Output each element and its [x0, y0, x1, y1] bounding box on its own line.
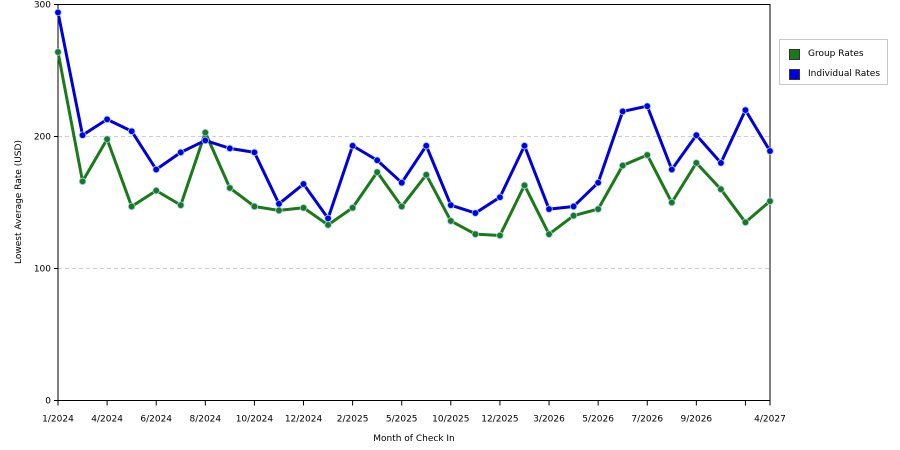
series-0-point-3 — [127, 202, 136, 211]
legend-label-individual-rates: Individual Rates — [808, 69, 881, 79]
series-0-point-27 — [717, 185, 725, 193]
y-axis: 0 100 200 300 — [34, 1, 58, 407]
series-0-point-0 — [54, 48, 62, 56]
x-tick-label-12: 2/2025 — [337, 415, 369, 425]
x-tick-label-6: 8/2024 — [189, 415, 221, 425]
series-1-point-15 — [422, 142, 430, 150]
series-0-point-7 — [226, 184, 234, 192]
series-0-point-17 — [471, 230, 480, 238]
x-tick-label-10: 12/2024 — [285, 415, 323, 425]
x-tick-label-18: 12/2025 — [481, 415, 518, 425]
series-0-point-15 — [422, 171, 430, 179]
series-1-point-7 — [226, 144, 234, 153]
series-1-point-21 — [569, 202, 578, 211]
series-1-point-22 — [594, 178, 602, 187]
series-1-point-24 — [643, 102, 651, 110]
legend-swatch-individual-rates — [789, 68, 800, 80]
series-1-point-16 — [447, 201, 455, 209]
series-1-point-10 — [299, 180, 308, 188]
y-tick-label-100: 100 — [34, 265, 51, 275]
series-0-point-6 — [201, 128, 210, 137]
series-line-0 — [56, 51, 771, 237]
series-1-point-19 — [520, 142, 529, 150]
legend: Group Rates Individual Rates — [779, 39, 888, 85]
series-line-1 — [56, 12, 772, 220]
series-1 — [54, 8, 774, 223]
x-tick-label-0: 1/2024 — [42, 415, 74, 425]
series-0-point-11 — [324, 221, 332, 229]
series-1-point-29 — [766, 147, 774, 155]
x-tick-label-22: 5/2026 — [582, 415, 614, 425]
legend-swatch-group-rates — [789, 48, 800, 60]
y-tick-label-200: 200 — [34, 133, 51, 143]
series-0 — [54, 48, 774, 240]
series-0-point-4 — [152, 186, 160, 195]
series-0-point-18 — [496, 231, 504, 240]
x-tick-label-20: 3/2026 — [533, 415, 565, 425]
series-1-point-4 — [152, 165, 160, 174]
series-1-point-1 — [78, 131, 87, 139]
legend-label-group-rates: Group Rates — [808, 49, 864, 59]
series-0-point-24 — [643, 151, 651, 159]
series-0-point-13 — [373, 168, 381, 176]
series-1-point-28 — [741, 106, 750, 114]
series-0-point-19 — [520, 181, 529, 190]
series-1-point-27 — [717, 159, 725, 167]
series-1-point-11 — [324, 214, 332, 223]
series-0-point-28 — [741, 218, 750, 226]
series-1-point-9 — [275, 200, 283, 208]
x-tick-label-29: 4/2027 — [754, 415, 786, 425]
series-0-point-9 — [275, 206, 283, 215]
series-0-point-20 — [545, 230, 553, 238]
legend-item-group-rates: Group Rates — [789, 47, 864, 61]
plot-frame — [57, 4, 771, 401]
x-tick-label-14: 5/2025 — [386, 415, 418, 425]
series-0-point-2 — [103, 135, 111, 143]
series-1-point-12 — [348, 142, 357, 150]
series-1-point-26 — [692, 131, 701, 139]
series-0-point-12 — [348, 204, 357, 212]
y-tick-label-0: 0 — [45, 397, 51, 407]
legend-item-individual-rates: Individual Rates — [789, 67, 880, 81]
x-tick-label-2: 4/2024 — [91, 415, 123, 425]
x-tick-label-4: 6/2024 — [140, 415, 172, 425]
x-tick-label-16: 10/2025 — [432, 415, 469, 425]
series-0-point-23 — [618, 161, 627, 170]
x-tick-label-8: 10/2024 — [236, 415, 274, 425]
series-1-point-5 — [177, 148, 185, 157]
series-0-point-29 — [766, 197, 774, 205]
series-1-point-14 — [398, 178, 406, 187]
series-1-point-18 — [496, 193, 504, 201]
series-0-point-25 — [668, 198, 676, 207]
series-0-point-1 — [78, 177, 87, 186]
x-axis-title: Month of Check In — [373, 434, 455, 444]
series-1-point-0 — [54, 8, 62, 17]
series-layer — [54, 8, 774, 240]
series-0-point-5 — [177, 201, 185, 209]
series-1-point-13 — [373, 156, 381, 164]
grid-lines — [58, 136, 770, 269]
series-0-point-10 — [299, 204, 308, 212]
series-1-point-17 — [471, 209, 480, 217]
series-0-point-14 — [398, 202, 406, 211]
series-0-point-16 — [447, 217, 455, 225]
series-0-point-21 — [569, 211, 578, 220]
x-tick-label-26: 9/2026 — [681, 415, 713, 425]
x-tick-label-24: 7/2026 — [631, 415, 663, 425]
series-1-point-2 — [103, 115, 111, 124]
series-1-point-23 — [618, 107, 627, 116]
series-0-point-8 — [250, 202, 259, 211]
series-0-point-26 — [692, 159, 701, 167]
series-1-point-8 — [250, 148, 259, 157]
series-1-point-25 — [668, 165, 676, 174]
series-1-point-3 — [127, 127, 136, 135]
y-tick-label-300: 300 — [34, 1, 51, 11]
series-1-point-6 — [201, 136, 210, 145]
x-axis: 1/2024 4/2024 6/2024 8/2024 10/2024 12/2024 2/… — [42, 400, 786, 425]
series-0-point-22 — [594, 205, 602, 213]
series-1-point-20 — [545, 205, 553, 213]
y-axis-title: Lowest Average Rate (USD) — [14, 140, 24, 264]
